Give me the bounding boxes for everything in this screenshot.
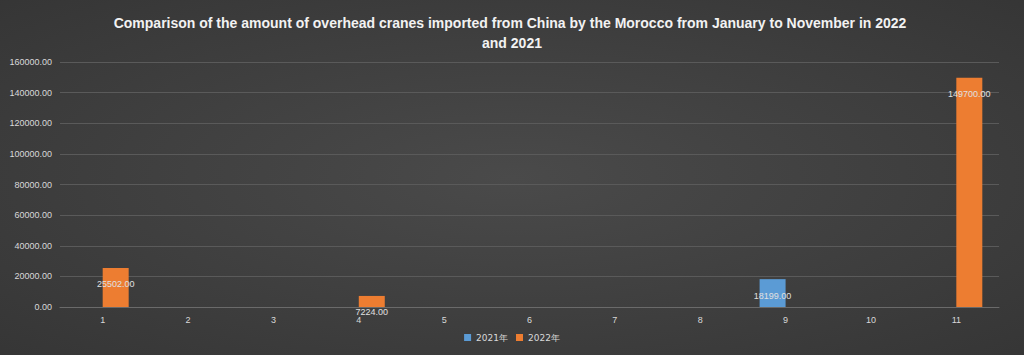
svg-text:100000.00: 100000.00 [9, 149, 52, 159]
svg-text:7: 7 [612, 315, 617, 325]
svg-text:60000.00: 60000.00 [14, 210, 52, 220]
svg-text:and 2021: and 2021 [482, 35, 542, 51]
svg-text:40000.00: 40000.00 [14, 241, 52, 251]
svg-text:120000.00: 120000.00 [9, 118, 52, 128]
svg-text:80000.00: 80000.00 [14, 180, 52, 190]
svg-text:2: 2 [186, 315, 191, 325]
svg-text:3: 3 [271, 315, 276, 325]
svg-text:6: 6 [527, 315, 532, 325]
svg-text:4: 4 [356, 314, 362, 325]
svg-text:160000.00: 160000.00 [9, 57, 52, 67]
svg-text:8: 8 [698, 315, 703, 325]
svg-text:140000.00: 140000.00 [9, 88, 52, 98]
svg-text:2021年: 2021年 [476, 333, 508, 343]
svg-text:9: 9 [783, 315, 788, 325]
svg-text:10: 10 [866, 315, 876, 325]
svg-text:18199.00: 18199.00 [754, 291, 792, 301]
svg-text:11: 11 [952, 315, 961, 325]
svg-text:149700.00: 149700.00 [948, 89, 991, 99]
svg-text:Comparison of the amount of ov: Comparison of the amount of overhead cra… [114, 15, 911, 31]
svg-text:1: 1 [100, 315, 105, 325]
svg-text:7224.00: 7224.00 [355, 307, 388, 317]
svg-text:5: 5 [442, 315, 447, 325]
svg-text:0.00: 0.00 [34, 302, 52, 312]
svg-text:20000.00: 20000.00 [14, 271, 52, 281]
svg-text:25502.00: 25502.00 [97, 279, 135, 289]
svg-text:2022年: 2022年 [528, 333, 560, 343]
